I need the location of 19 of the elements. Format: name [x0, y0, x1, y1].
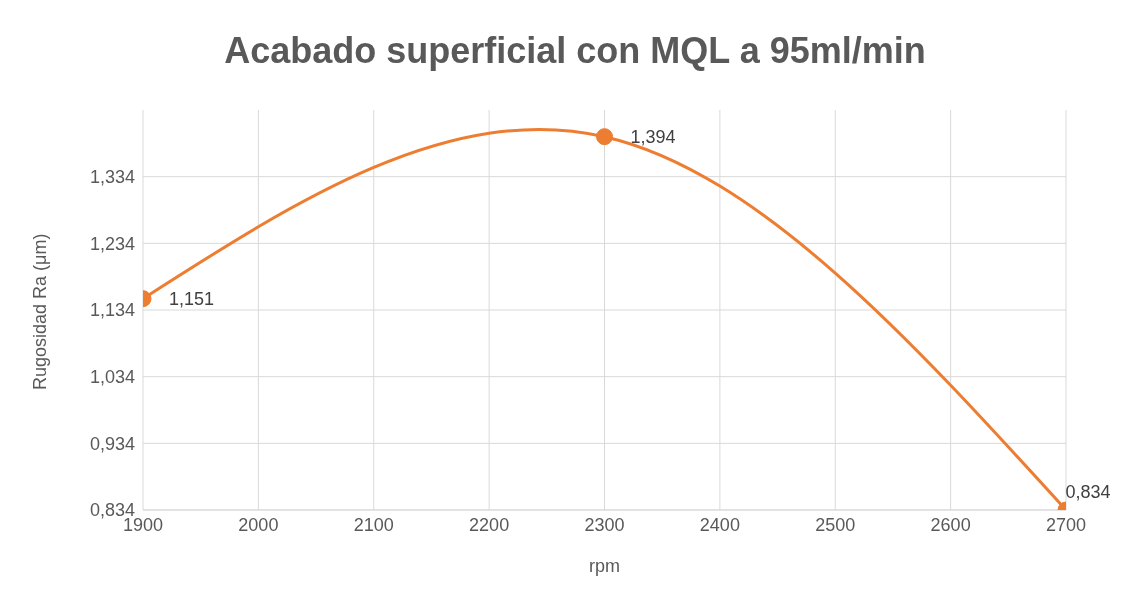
y-tick-label: 1,234: [89, 233, 135, 254]
y-axis-title: Rugosidad Ra (μm): [30, 233, 51, 390]
y-tick-label: 0,934: [89, 433, 135, 454]
x-tick-label: 2200: [469, 514, 510, 535]
x-tick-label: 2000: [238, 514, 279, 535]
x-axis-title: rpm: [589, 556, 620, 576]
x-tick-label: 2500: [815, 514, 856, 535]
x-tick-label: 2100: [353, 514, 394, 535]
chart-title: Acabado superficial con MQL a 95ml/min: [223, 29, 927, 73]
x-tick-label: 2400: [699, 514, 740, 535]
x-tick-label: 2600: [930, 514, 971, 535]
data-label: 0,834: [1065, 482, 1111, 502]
x-tick-label: 2700: [1045, 514, 1087, 535]
data-label: 1,151: [169, 288, 215, 309]
x-tick-label: 2300: [584, 514, 625, 535]
data-label: 1,394: [630, 126, 676, 147]
y-tick-label: 1,134: [89, 300, 135, 321]
y-tick-label: 1,334: [89, 167, 135, 188]
y-tick-label: 1,034: [89, 367, 135, 388]
